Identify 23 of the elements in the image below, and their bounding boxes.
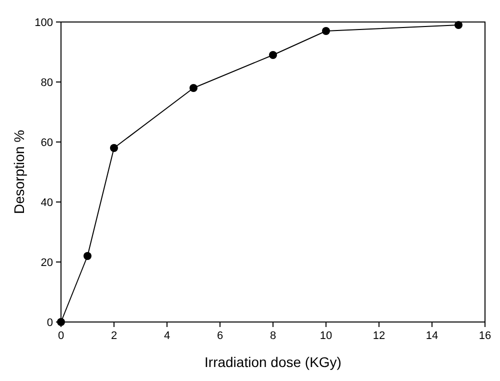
point (454, 21, 462, 29)
x-tick-label: 2 (110, 330, 118, 342)
y-tick-label: 20 (40, 256, 53, 269)
point (84, 252, 92, 260)
x-tick-label: 8 (270, 330, 276, 342)
point (110, 144, 118, 152)
y-tick-label: 80 (40, 76, 53, 89)
y-axis-title: Desorption % (11, 130, 27, 214)
x-tick-label: 6 (216, 330, 224, 342)
y-tick-label: 100 (34, 16, 53, 29)
x-tick-label: 16 (478, 330, 492, 342)
x-axis-title: Irradiation dose (KGy) (204, 354, 342, 370)
x-tick-label: 4 (164, 330, 170, 342)
point (269, 51, 277, 59)
x-tick-label: 0 (58, 330, 64, 342)
x-tick-label: 14 (426, 330, 438, 342)
y-tick-label: 0 (46, 316, 53, 329)
y-tick-label: 40 (40, 196, 53, 209)
y-tick-label: 60 (40, 136, 53, 149)
point (190, 84, 198, 92)
x-tick-label: 10 (320, 330, 332, 342)
point (322, 27, 330, 35)
x-tick-label: 12 (372, 330, 386, 342)
